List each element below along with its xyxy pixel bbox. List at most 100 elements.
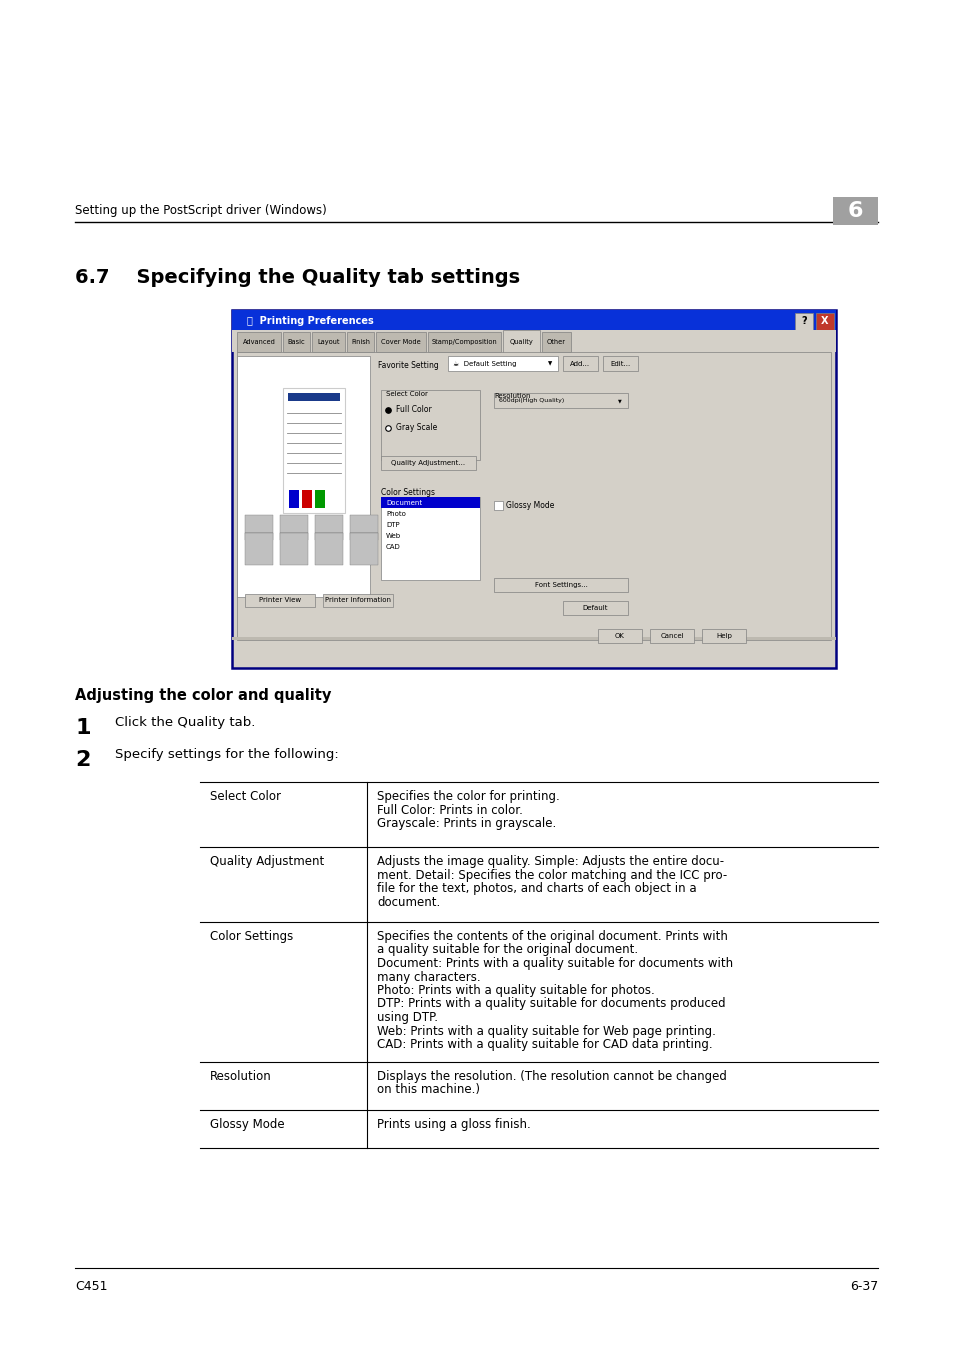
FancyBboxPatch shape bbox=[280, 514, 308, 533]
Text: Displays the resolution. (The resolution cannot be changed: Displays the resolution. (The resolution… bbox=[376, 1071, 726, 1083]
FancyBboxPatch shape bbox=[302, 490, 312, 508]
FancyBboxPatch shape bbox=[232, 310, 835, 332]
FancyBboxPatch shape bbox=[428, 332, 500, 352]
Text: ?: ? bbox=[801, 316, 806, 327]
Text: a quality suitable for the original document.: a quality suitable for the original docu… bbox=[376, 944, 638, 957]
Text: X: X bbox=[821, 316, 828, 327]
FancyBboxPatch shape bbox=[380, 497, 479, 508]
FancyBboxPatch shape bbox=[283, 387, 345, 513]
FancyBboxPatch shape bbox=[245, 594, 314, 608]
Text: 6.7    Specifying the Quality tab settings: 6.7 Specifying the Quality tab settings bbox=[75, 269, 519, 288]
Text: using DTP.: using DTP. bbox=[376, 1011, 437, 1025]
FancyBboxPatch shape bbox=[245, 514, 273, 533]
Text: Color Settings: Color Settings bbox=[380, 487, 435, 497]
FancyBboxPatch shape bbox=[602, 356, 638, 371]
Text: Printer Information: Printer Information bbox=[325, 598, 391, 603]
FancyBboxPatch shape bbox=[314, 533, 343, 540]
FancyBboxPatch shape bbox=[794, 313, 812, 329]
FancyBboxPatch shape bbox=[280, 533, 308, 566]
Text: Finish: Finish bbox=[351, 339, 370, 346]
FancyBboxPatch shape bbox=[314, 490, 325, 508]
FancyBboxPatch shape bbox=[562, 356, 598, 371]
Text: Add...: Add... bbox=[570, 360, 590, 366]
Text: Setting up the PostScript driver (Windows): Setting up the PostScript driver (Window… bbox=[75, 204, 327, 217]
FancyBboxPatch shape bbox=[245, 533, 273, 566]
Text: Cancel: Cancel bbox=[659, 633, 683, 639]
FancyBboxPatch shape bbox=[502, 329, 539, 354]
Text: Quality Adjustment...: Quality Adjustment... bbox=[391, 460, 465, 466]
FancyBboxPatch shape bbox=[288, 393, 339, 401]
Text: Quality Adjustment: Quality Adjustment bbox=[210, 855, 324, 868]
Text: Edit...: Edit... bbox=[610, 360, 630, 366]
FancyBboxPatch shape bbox=[350, 514, 377, 533]
Text: Favorite Setting: Favorite Setting bbox=[377, 360, 438, 370]
FancyBboxPatch shape bbox=[314, 533, 343, 566]
Text: Resolution: Resolution bbox=[494, 393, 530, 400]
Text: ▼: ▼ bbox=[618, 398, 621, 404]
FancyBboxPatch shape bbox=[375, 332, 426, 352]
FancyBboxPatch shape bbox=[323, 594, 393, 608]
FancyBboxPatch shape bbox=[232, 329, 835, 352]
FancyBboxPatch shape bbox=[380, 456, 476, 470]
FancyBboxPatch shape bbox=[562, 601, 627, 616]
Text: Other: Other bbox=[546, 339, 565, 346]
Text: Web: Prints with a quality suitable for Web page printing.: Web: Prints with a quality suitable for … bbox=[376, 1025, 715, 1038]
Text: Full Color: Full Color bbox=[395, 405, 432, 414]
FancyBboxPatch shape bbox=[598, 629, 641, 643]
Text: Select Color: Select Color bbox=[210, 790, 281, 803]
FancyBboxPatch shape bbox=[314, 514, 343, 533]
Text: 6: 6 bbox=[847, 201, 862, 221]
Text: Font Settings...: Font Settings... bbox=[534, 582, 587, 589]
Text: Layout: Layout bbox=[317, 339, 339, 346]
Text: Grayscale: Prints in grayscale.: Grayscale: Prints in grayscale. bbox=[376, 817, 556, 830]
FancyBboxPatch shape bbox=[380, 390, 479, 460]
Text: Specify settings for the following:: Specify settings for the following: bbox=[115, 748, 338, 761]
Text: Stamp/Composition: Stamp/Composition bbox=[431, 339, 497, 346]
Text: 1: 1 bbox=[75, 718, 91, 738]
Text: OK: OK bbox=[615, 633, 624, 639]
Text: CAD: Prints with a quality suitable for CAD data printing.: CAD: Prints with a quality suitable for … bbox=[376, 1038, 712, 1052]
FancyBboxPatch shape bbox=[448, 356, 558, 371]
Text: Quality: Quality bbox=[509, 339, 533, 346]
Text: Click the Quality tab.: Click the Quality tab. bbox=[115, 716, 255, 729]
Text: DTP: Prints with a quality suitable for documents produced: DTP: Prints with a quality suitable for … bbox=[376, 998, 725, 1011]
Text: Printer View: Printer View bbox=[258, 598, 301, 603]
FancyBboxPatch shape bbox=[347, 332, 374, 352]
FancyBboxPatch shape bbox=[815, 313, 833, 329]
Text: Photo: Photo bbox=[386, 510, 405, 517]
Text: Full Color: Prints in color.: Full Color: Prints in color. bbox=[376, 803, 522, 817]
FancyBboxPatch shape bbox=[236, 356, 370, 597]
FancyBboxPatch shape bbox=[350, 533, 377, 566]
Text: Advanced: Advanced bbox=[242, 339, 275, 346]
FancyBboxPatch shape bbox=[312, 332, 345, 352]
Text: 600dpi(High Quality): 600dpi(High Quality) bbox=[498, 398, 563, 404]
Text: 2: 2 bbox=[75, 751, 91, 769]
Text: ment. Detail: Specifies the color matching and the ICC pro-: ment. Detail: Specifies the color matchi… bbox=[376, 868, 726, 882]
Text: Cover Mode: Cover Mode bbox=[381, 339, 420, 346]
FancyBboxPatch shape bbox=[236, 332, 281, 352]
FancyBboxPatch shape bbox=[701, 629, 745, 643]
FancyBboxPatch shape bbox=[380, 497, 479, 580]
Text: Specifies the color for printing.: Specifies the color for printing. bbox=[376, 790, 559, 803]
Text: Adjusting the color and quality: Adjusting the color and quality bbox=[75, 688, 331, 703]
Text: many characters.: many characters. bbox=[376, 971, 480, 984]
Text: Help: Help bbox=[716, 633, 731, 639]
Text: Color Settings: Color Settings bbox=[210, 930, 293, 944]
FancyBboxPatch shape bbox=[494, 578, 627, 593]
Text: Prints using a gloss finish.: Prints using a gloss finish. bbox=[376, 1118, 530, 1131]
FancyBboxPatch shape bbox=[232, 310, 835, 668]
Text: on this machine.): on this machine.) bbox=[376, 1084, 479, 1096]
Text: Default: Default bbox=[582, 605, 608, 612]
Text: Document: Prints with a quality suitable for documents with: Document: Prints with a quality suitable… bbox=[376, 957, 732, 971]
Text: Resolution: Resolution bbox=[210, 1071, 272, 1083]
FancyBboxPatch shape bbox=[832, 197, 877, 225]
Text: DTP: DTP bbox=[386, 521, 399, 528]
FancyBboxPatch shape bbox=[280, 533, 308, 540]
Text: Photo: Prints with a quality suitable for photos.: Photo: Prints with a quality suitable fo… bbox=[376, 984, 654, 998]
Text: Web: Web bbox=[386, 533, 400, 539]
Text: ▼: ▼ bbox=[547, 360, 552, 366]
FancyBboxPatch shape bbox=[289, 490, 298, 508]
FancyBboxPatch shape bbox=[232, 637, 835, 640]
FancyBboxPatch shape bbox=[245, 533, 273, 540]
Text: Glossy Mode: Glossy Mode bbox=[210, 1118, 284, 1131]
